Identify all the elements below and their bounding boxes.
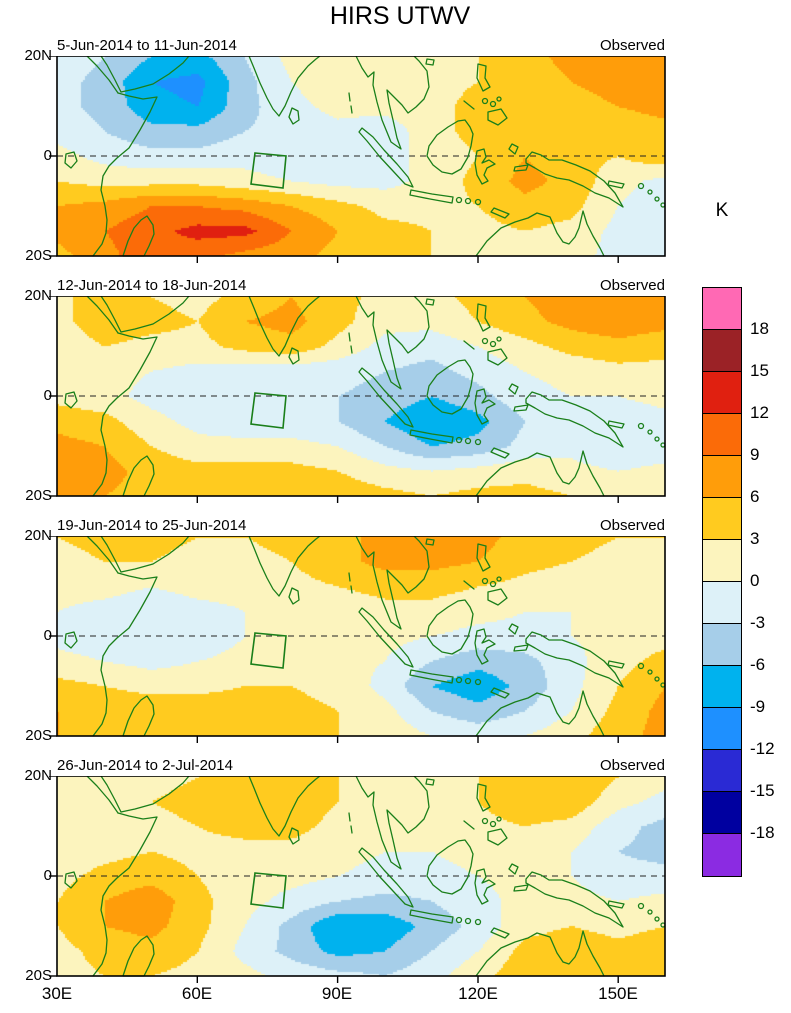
panel-3-period: 19-Jun-2014 to 25-Jun-2014 (57, 517, 247, 534)
panel-4-ytick-20s: 20S (25, 967, 52, 984)
panel-1-ytick-20s: 20S (25, 247, 52, 264)
colorbar-swatch (703, 666, 741, 708)
panel-4-contour-canvas (57, 776, 665, 976)
colorbar-swatch (703, 456, 741, 498)
panel-4-period: 26-Jun-2014 to 2-Jul-2014 (57, 757, 233, 774)
panel-3-source: Observed (599, 517, 665, 534)
panel-2-ytick-20s: 20S (25, 487, 52, 504)
panel-2-period: 12-Jun-2014 to 18-Jun-2014 (57, 277, 247, 294)
colorbar-swatch (703, 372, 741, 414)
panel-2-ytick-0: 0 (43, 387, 52, 404)
xtick-30e: 30E (41, 984, 73, 1003)
colorbar-swatch (703, 330, 741, 372)
xtick-60e: 60E (181, 984, 213, 1003)
panel-1-ytick-0: 0 (43, 147, 52, 164)
colorbar-units-label: K (715, 200, 729, 221)
panel-4-header: 26-Jun-2014 to 2-Jul-2014 Observed (57, 752, 665, 774)
colorbar-swatch (703, 414, 741, 456)
colorbar-swatch (703, 582, 741, 624)
colorbar-tick-label: -9 (750, 697, 766, 716)
panel-2-map (48, 296, 666, 504)
xtick-150e: 150E (598, 984, 638, 1003)
panel-4-ytick-0: 0 (43, 867, 52, 884)
colorbar-tick-label: 18 (750, 319, 769, 338)
panel-2-header: 12-Jun-2014 to 18-Jun-2014 Observed (57, 272, 665, 294)
panel-1-header: 5-Jun-2014 to 11-Jun-2014 Observed (57, 32, 665, 54)
colorbar-swatch (703, 624, 741, 666)
colorbar-tick-label: -18 (750, 823, 775, 842)
panel-1-source: Observed (599, 37, 665, 54)
colorbar-tick-label: 0 (750, 571, 760, 590)
colorbar-swatch (703, 708, 741, 750)
colorbar-tick-label: 3 (750, 529, 760, 548)
panel-2-contour-canvas (57, 296, 665, 496)
panel-1-period: 5-Jun-2014 to 11-Jun-2014 (57, 37, 237, 54)
panel-3-contour-canvas (57, 536, 665, 736)
panel-3-ytick-20n: 20N (24, 527, 52, 544)
colorbar-tick-label: -15 (750, 781, 775, 800)
panel-4-source: Observed (599, 757, 665, 774)
colorbar-tick-label: 6 (750, 487, 760, 506)
colorbar-tick-label: 12 (750, 403, 769, 422)
colorbar (702, 287, 742, 877)
panel-1-contour-canvas (57, 56, 665, 256)
panel-4-ytick-20n: 20N (24, 767, 52, 784)
panel-3-ytick-0: 0 (43, 627, 52, 644)
panel-4-map (48, 776, 666, 984)
colorbar-tick-labels: 18 15 12 9 6 3 0 -3 -6 -9 -12 -15 -18 (750, 287, 791, 877)
panel-2-ytick-20n: 20N (24, 287, 52, 304)
figure-title: HIRS UTWV (329, 2, 471, 30)
colorbar-tick-label: -3 (750, 613, 766, 632)
xtick-90e: 90E (321, 984, 353, 1003)
panel-3-ytick-20s: 20S (25, 727, 52, 744)
panel-3-header: 19-Jun-2014 to 25-Jun-2014 Observed (57, 512, 665, 534)
colorbar-tick-label: 15 (750, 361, 769, 380)
colorbar-swatch (703, 498, 741, 540)
colorbar-tick-label: -6 (750, 655, 766, 674)
colorbar-swatch (703, 540, 741, 582)
colorbar-swatch (703, 834, 741, 876)
panel-2-source: Observed (599, 277, 665, 294)
colorbar-swatch (703, 288, 741, 330)
colorbar-tick-label: -12 (750, 739, 775, 758)
panel-1-ytick-20n: 20N (24, 47, 52, 64)
colorbar-swatch (703, 792, 741, 834)
colorbar-tick-label: 9 (750, 445, 760, 464)
panel-1-map (48, 56, 666, 264)
colorbar-swatch (703, 750, 741, 792)
xtick-120e: 120E (458, 984, 498, 1003)
panel-3-map (48, 536, 666, 744)
